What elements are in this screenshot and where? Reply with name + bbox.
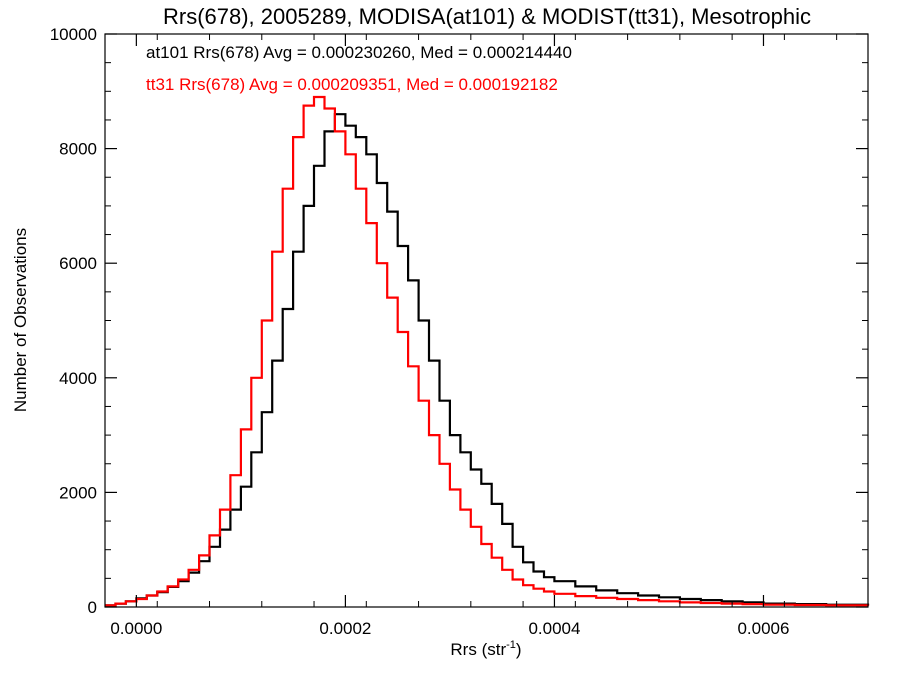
x-tick-label: 0.0000 [110, 619, 162, 638]
series-0-line [105, 113, 870, 607]
x-tick-label: 0.0002 [319, 619, 371, 638]
annotation-tt31: tt31 Rrs(678) Avg = 0.000209351, Med = 0… [146, 75, 558, 94]
plot-area [104, 33, 870, 608]
x-axis-label-sup: -1 [506, 639, 516, 651]
annotation-at101: at101 Rrs(678) Avg = 0.000230260, Med = … [146, 43, 572, 62]
y-axis: 0 2000 4000 6000 8000 10000 [50, 25, 868, 617]
y-axis-label: Number of Observations [11, 228, 30, 412]
x-tick-label: 0.0006 [737, 619, 789, 638]
x-axis-label-main: Rrs (str [450, 640, 506, 659]
y-tick-label: 8000 [59, 140, 97, 159]
x-tick-label: 0.0004 [528, 619, 580, 638]
x-axis: 0.0000 0.0002 0.0004 0.0006 [104, 34, 838, 638]
chart-title: Rrs(678), 2005289, MODISA(at101) & MODIS… [163, 4, 811, 29]
series-layer [105, 95, 870, 607]
y-tick-label: 4000 [59, 369, 97, 388]
x-axis-label: Rrs (str-1) [450, 639, 521, 659]
series-1-line [105, 95, 870, 607]
y-tick-label: 0 [88, 598, 97, 617]
y-tick-label: 6000 [59, 254, 97, 273]
y-tick-label: 2000 [59, 483, 97, 502]
y-tick-label: 10000 [50, 25, 97, 44]
x-axis-label-end: ) [516, 640, 522, 659]
